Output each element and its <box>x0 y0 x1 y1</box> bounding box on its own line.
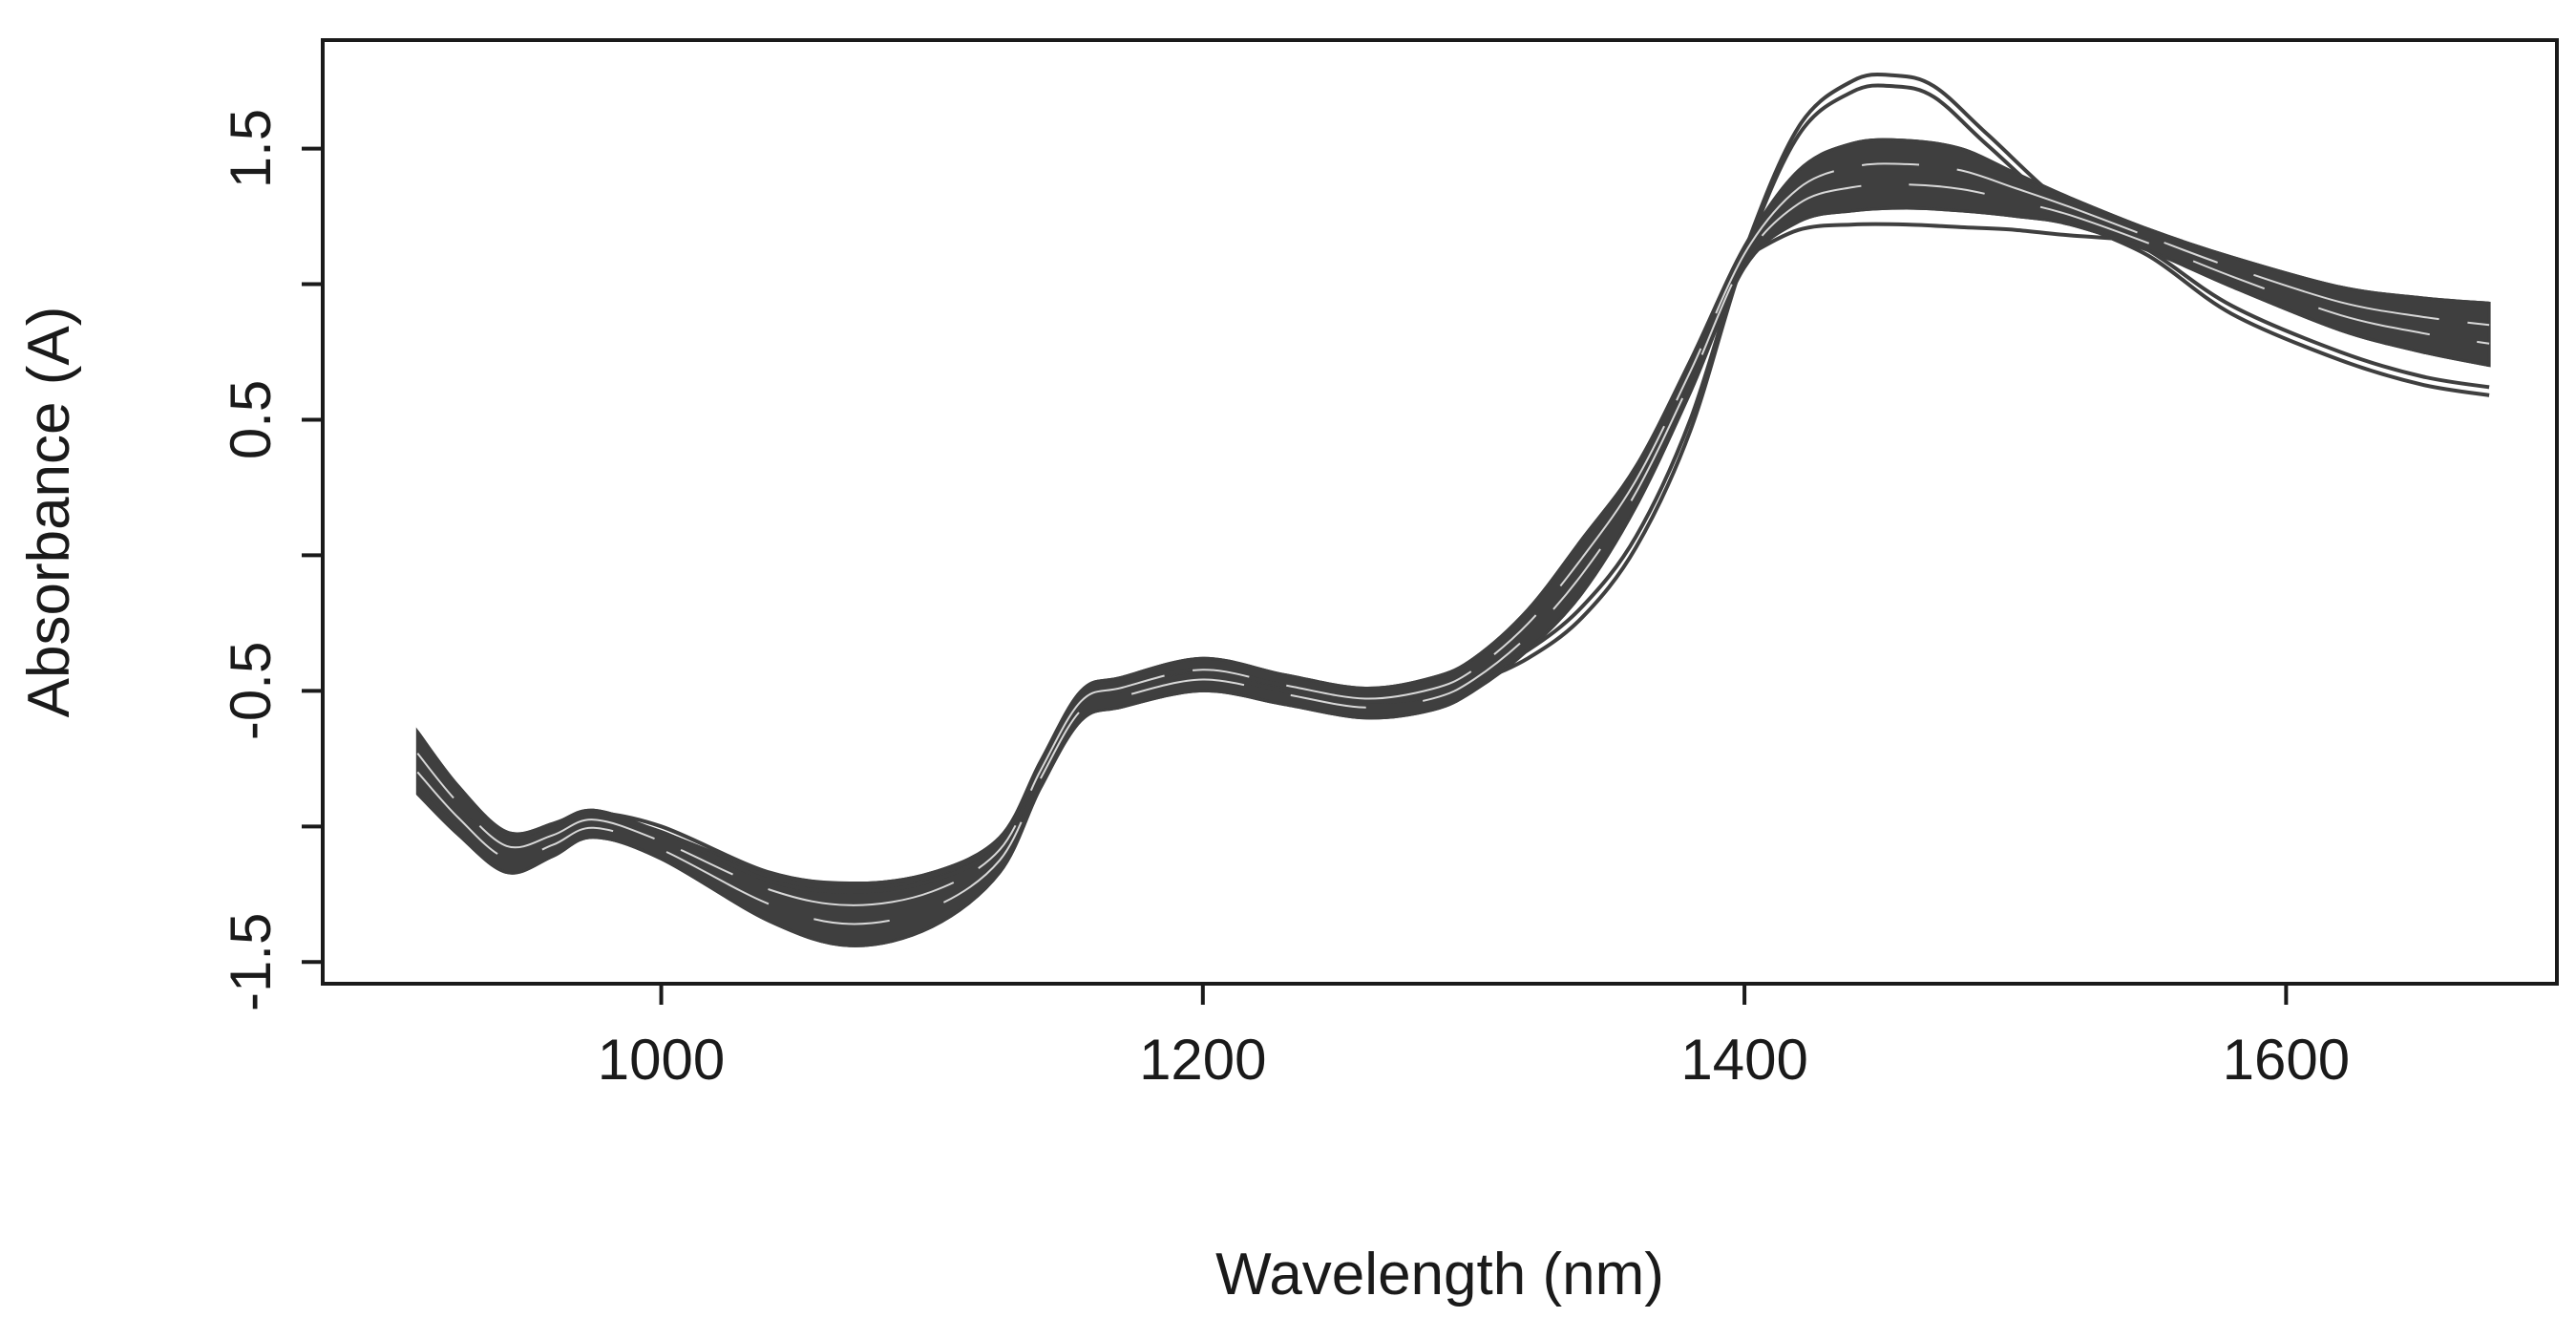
x-axis: 1000 1200 1400 1600 <box>598 982 2350 1092</box>
series-line-4 <box>415 72 2490 886</box>
y-tick-label: -0.5 <box>219 642 283 740</box>
y-axis-title: Absorbance (A) <box>16 307 82 718</box>
spectra-lines-layer <box>415 72 2490 947</box>
band-separator-line <box>416 162 2490 906</box>
y-tick-label: -1.5 <box>219 913 283 1011</box>
series-line-3 <box>416 206 2490 947</box>
y-tick-label: 0.5 <box>219 380 283 459</box>
x-tick-label: 1200 <box>1139 1028 1266 1092</box>
y-axis: -1.5 -0.5 0.5 1.5 <box>219 109 325 1011</box>
series-line-5 <box>415 83 2490 894</box>
x-tick-label: 1400 <box>1680 1028 1807 1092</box>
band-separator-line <box>416 183 2490 925</box>
x-tick-label: 1000 <box>598 1028 725 1092</box>
x-tick-label: 1600 <box>2223 1028 2350 1092</box>
y-tick-label: 1.5 <box>219 109 283 188</box>
x-axis-title: Wavelength (nm) <box>1215 1242 1664 1307</box>
series-line-6 <box>1743 222 2151 259</box>
